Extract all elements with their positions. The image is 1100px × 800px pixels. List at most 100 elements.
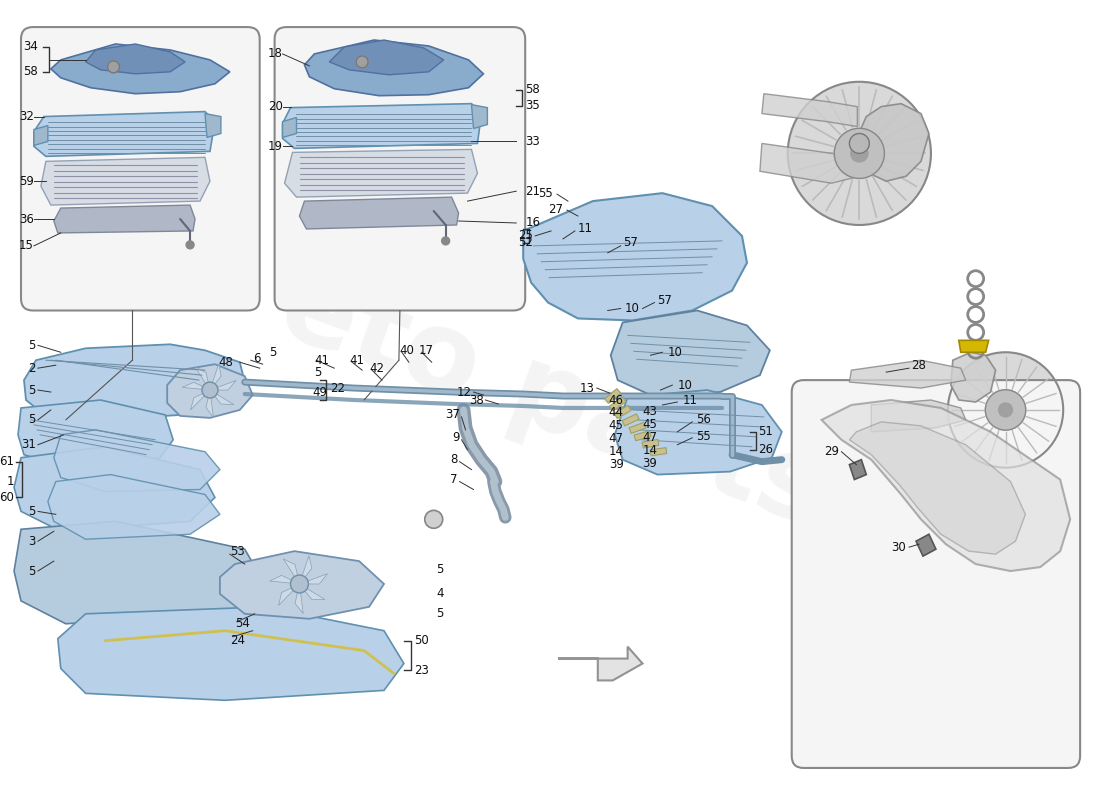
Polygon shape	[278, 584, 299, 606]
Text: 53: 53	[230, 545, 244, 558]
Text: 12: 12	[456, 386, 472, 398]
Polygon shape	[210, 381, 236, 390]
Polygon shape	[14, 446, 214, 531]
Circle shape	[442, 237, 450, 245]
Text: 58: 58	[525, 83, 540, 96]
Text: 45: 45	[642, 418, 658, 431]
Text: 5: 5	[437, 562, 443, 575]
Text: 26: 26	[758, 443, 773, 456]
Polygon shape	[299, 556, 312, 584]
Polygon shape	[871, 400, 966, 432]
Text: 60: 60	[0, 491, 14, 504]
Polygon shape	[205, 114, 221, 138]
Polygon shape	[329, 40, 443, 75]
Polygon shape	[220, 551, 384, 618]
Polygon shape	[642, 439, 659, 448]
Text: 10: 10	[625, 302, 639, 315]
FancyBboxPatch shape	[792, 380, 1080, 768]
Text: 19: 19	[267, 140, 283, 153]
Polygon shape	[760, 143, 859, 183]
Text: 55: 55	[696, 430, 711, 443]
Polygon shape	[285, 150, 477, 197]
Text: 39: 39	[642, 457, 658, 470]
Text: 30: 30	[891, 541, 906, 554]
Text: 40: 40	[399, 344, 414, 357]
Polygon shape	[558, 646, 642, 681]
Text: eto parts: eto parts	[266, 252, 840, 548]
Text: 10: 10	[678, 378, 692, 391]
Text: 5: 5	[29, 339, 36, 352]
Text: 13: 13	[580, 382, 595, 394]
Text: 11: 11	[682, 394, 697, 406]
Polygon shape	[299, 584, 324, 599]
Polygon shape	[41, 158, 210, 205]
Polygon shape	[18, 400, 173, 468]
Circle shape	[108, 61, 120, 73]
Circle shape	[186, 241, 194, 249]
Polygon shape	[634, 431, 651, 441]
Text: 5: 5	[315, 366, 321, 378]
Circle shape	[850, 145, 868, 162]
Text: 47: 47	[642, 431, 658, 444]
Text: 7: 7	[450, 473, 458, 486]
Text: 43: 43	[642, 406, 658, 418]
Text: 61: 61	[0, 455, 14, 468]
Polygon shape	[195, 366, 210, 390]
Polygon shape	[54, 430, 220, 491]
Text: 50: 50	[414, 634, 429, 647]
Polygon shape	[609, 397, 626, 411]
Polygon shape	[305, 40, 483, 96]
Polygon shape	[58, 607, 404, 700]
Text: 32: 32	[19, 110, 34, 123]
Polygon shape	[183, 382, 210, 390]
Text: 24: 24	[230, 634, 245, 647]
FancyBboxPatch shape	[21, 27, 260, 310]
Polygon shape	[615, 390, 782, 474]
Text: 35: 35	[525, 99, 540, 112]
Text: 23: 23	[414, 664, 429, 677]
Polygon shape	[299, 197, 459, 229]
Polygon shape	[34, 112, 214, 156]
Text: 37: 37	[444, 409, 460, 422]
Text: 38: 38	[469, 394, 483, 406]
Text: 28: 28	[911, 358, 926, 372]
Text: 1: 1	[7, 475, 14, 488]
Text: 33: 33	[525, 135, 540, 148]
Text: 46: 46	[608, 394, 624, 406]
Text: 14: 14	[608, 446, 624, 458]
Circle shape	[290, 575, 308, 593]
Polygon shape	[54, 205, 195, 233]
Polygon shape	[614, 406, 631, 418]
Text: 2: 2	[29, 362, 36, 374]
Text: 48: 48	[218, 356, 233, 369]
Text: 42: 42	[370, 362, 384, 374]
Circle shape	[202, 382, 218, 398]
Polygon shape	[34, 126, 48, 146]
Text: 21: 21	[525, 185, 540, 198]
Circle shape	[986, 390, 1025, 430]
Text: 56: 56	[696, 414, 711, 426]
Polygon shape	[190, 390, 210, 410]
Polygon shape	[210, 364, 221, 390]
Polygon shape	[210, 390, 233, 405]
Text: 58: 58	[23, 66, 37, 78]
Circle shape	[356, 56, 369, 68]
Polygon shape	[650, 448, 667, 456]
Text: 36: 36	[19, 213, 34, 226]
Text: 16: 16	[525, 217, 540, 230]
Polygon shape	[167, 364, 253, 418]
Polygon shape	[849, 360, 966, 388]
Text: 57: 57	[623, 236, 638, 250]
Text: 9: 9	[452, 431, 460, 444]
Text: 17: 17	[419, 344, 433, 357]
Polygon shape	[299, 574, 328, 584]
Text: 41: 41	[349, 354, 364, 366]
Text: 52: 52	[518, 236, 534, 250]
Circle shape	[834, 128, 884, 178]
Text: 11: 11	[578, 222, 593, 235]
Text: 3: 3	[29, 534, 36, 548]
Text: 59: 59	[19, 174, 34, 188]
Polygon shape	[524, 193, 747, 321]
Text: 5: 5	[29, 505, 36, 518]
Text: 10: 10	[668, 346, 682, 358]
